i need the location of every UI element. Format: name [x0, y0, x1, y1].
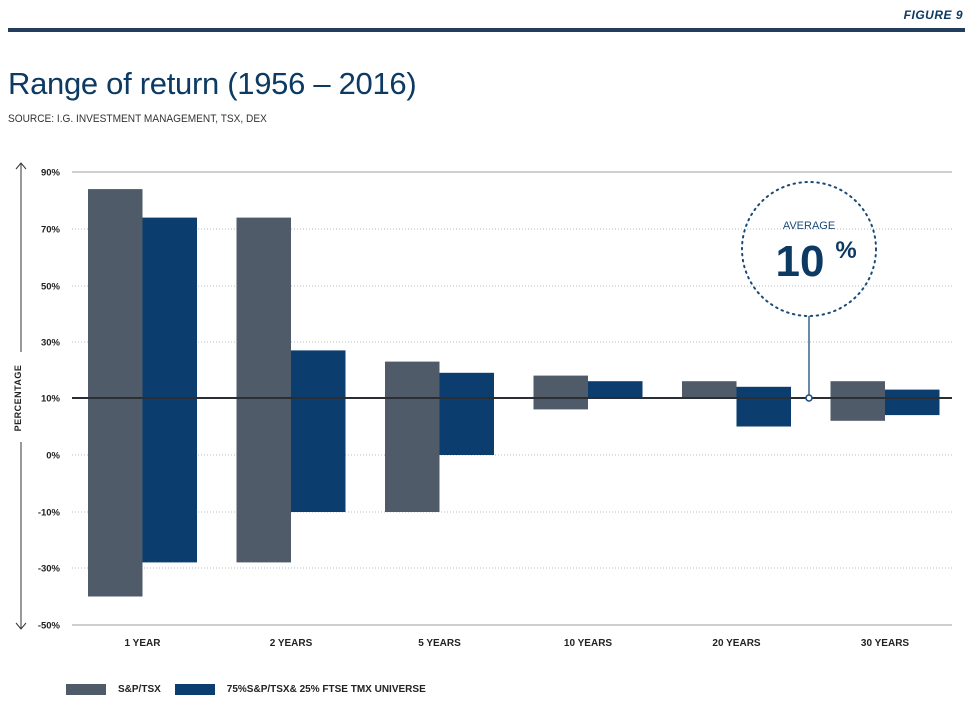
average-callout-circle: [741, 181, 877, 317]
average-callout: AVERAGE 10 %: [741, 181, 877, 402]
category-label: 1 YEAR: [125, 638, 162, 649]
header-rule: [8, 28, 965, 32]
category-label: 5 YEARS: [418, 638, 461, 649]
bar-blend: [142, 217, 197, 563]
y-axis-arrow: [15, 162, 27, 630]
average-marker: [805, 394, 813, 402]
bar-sp-tsx: [88, 189, 143, 597]
bar-sp-tsx: [830, 381, 885, 421]
average-percent-sign: %: [835, 237, 856, 264]
category-label: 30 YEARS: [861, 638, 910, 649]
legend-label-sp-tsx: S&P/TSX: [118, 684, 161, 695]
legend-label-blend: 75%S&P/TSX& 25% FTSE TMX UNIVERSE: [226, 684, 426, 695]
bars: [88, 189, 940, 597]
bar-blend: [588, 381, 643, 398]
y-tick-label: 10%: [41, 394, 61, 405]
chart-title: Range of return (1956 – 2016): [8, 66, 417, 101]
figure-label: FIGURE 9: [903, 8, 963, 22]
average-label: AVERAGE: [783, 220, 835, 232]
category-label: 10 YEARS: [564, 638, 613, 649]
bar-sp-tsx: [385, 361, 440, 512]
category-labels: 1 YEAR 2 YEARS 5 YEARS 10 YEARS 20 YEARS 30 Y…: [125, 638, 910, 649]
legend: S&P/TSX 75%S&P/TSX& 25% FTSE TMX UNIVERS…: [66, 684, 438, 695]
y-axis-arrow-up: [15, 162, 27, 170]
y-axis-arrow-down: [15, 622, 27, 630]
bar-blend: [885, 389, 940, 416]
bar-blend: [439, 372, 494, 455]
source-note: SOURCE: I.G. INVESTMENT MANAGEMENT, TSX,…: [8, 113, 267, 125]
y-tick-label: 0%: [46, 451, 60, 462]
y-axis-label: PERCENTAGE: [13, 365, 23, 432]
category-label: 20 YEARS: [712, 638, 761, 649]
bar-blend: [736, 386, 791, 427]
y-tick-label: 30%: [41, 338, 61, 349]
y-tick-label: 90%: [41, 168, 61, 179]
bar-blend: [291, 350, 346, 512]
category-label: 2 YEARS: [270, 638, 313, 649]
legend-item-blend: 75%S&P/TSX& 25% FTSE TMX UNIVERSE: [174, 684, 426, 695]
gridlines: [72, 171, 952, 626]
average-value: 10: [776, 237, 825, 286]
bar-sp-tsx: [533, 375, 588, 410]
bar-sp-tsx: [236, 217, 291, 563]
legend-swatch-sp-tsx: [66, 684, 106, 695]
legend-swatch-blend: [174, 684, 215, 695]
bar-sp-tsx: [682, 381, 737, 398]
y-tick-label: -10%: [38, 508, 61, 519]
y-tick-label: -30%: [38, 564, 61, 575]
legend-item-sp-tsx: S&P/TSX: [66, 684, 161, 695]
y-tick-labels: 90% 70% 50% 30% 10% 0% -10% -30% -50%: [38, 168, 61, 632]
y-tick-label: -50%: [38, 621, 61, 632]
y-tick-label: 50%: [41, 282, 61, 293]
y-tick-label: 70%: [41, 225, 61, 236]
